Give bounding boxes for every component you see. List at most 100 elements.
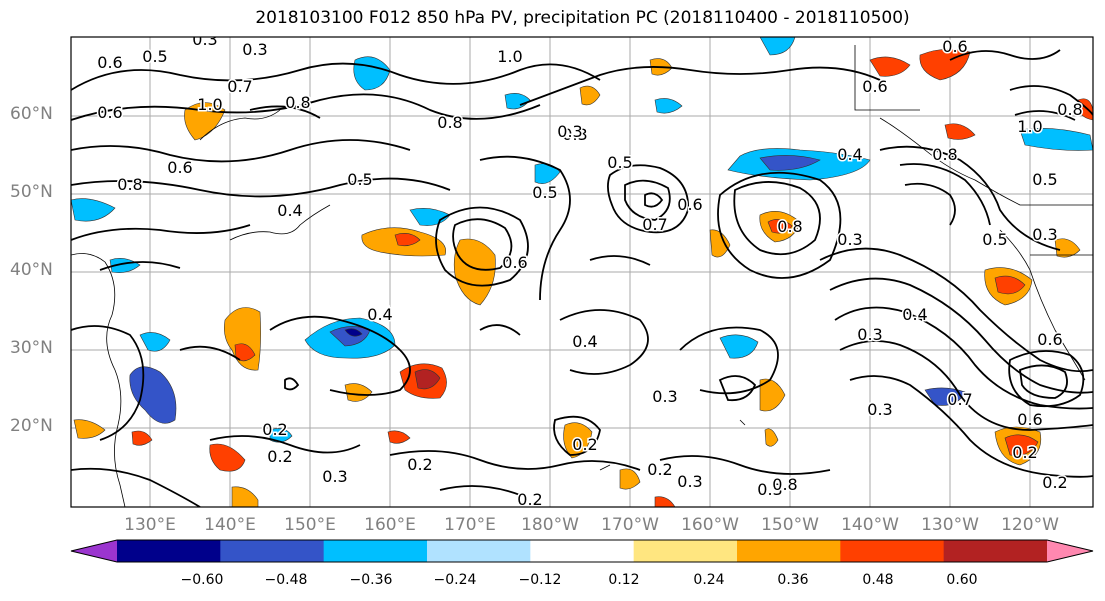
contour-label: 0.6 bbox=[862, 77, 887, 96]
contour-label: 0.8 bbox=[437, 113, 462, 132]
contour-label: 0.4 bbox=[367, 305, 392, 324]
patch-pos bbox=[414, 369, 441, 390]
patch-pos bbox=[73, 419, 106, 439]
patch-pos bbox=[944, 123, 976, 140]
patch-neg bbox=[71, 198, 116, 222]
colorbar-segment bbox=[943, 540, 1048, 562]
contour-label: 0.2 bbox=[1042, 473, 1067, 492]
patch-pos bbox=[759, 378, 786, 412]
contour-label: 0.6 bbox=[1017, 410, 1042, 429]
lat-label: 30°N bbox=[10, 338, 53, 358]
contour-label: 0.3 bbox=[652, 387, 677, 406]
contour-labels: 0.3 0.5 0.3 0.6 0.7 0.8 1.0 0.6 0.8 0.8 0.5 0.6 1.0 0… bbox=[96, 37, 1084, 507]
contour-label: 0.4 bbox=[902, 305, 927, 324]
colorbar-tick-label: 0.24 bbox=[693, 572, 725, 588]
lon-label: 150°E bbox=[284, 515, 336, 535]
lat-label: 20°N bbox=[10, 416, 53, 436]
contour-label: 0.6 bbox=[97, 53, 122, 72]
lon-label: 170°W bbox=[601, 515, 659, 535]
colorbar-segment bbox=[427, 540, 531, 562]
lon-label: 150°W bbox=[761, 515, 819, 535]
contour-label: 0.5 bbox=[607, 153, 632, 172]
contour-label: 0.7 bbox=[947, 390, 972, 409]
colorbar-tick-label: −0.12 bbox=[518, 572, 562, 588]
patch-pos bbox=[344, 383, 373, 402]
contour-label: 0.8 bbox=[772, 475, 797, 494]
contour-label: 0.2 bbox=[407, 455, 432, 474]
colorbar-tick-label: −0.60 bbox=[180, 572, 224, 588]
patch-neg bbox=[759, 155, 821, 171]
colorbar-tick-label: −0.24 bbox=[433, 572, 477, 588]
colorbar-extend-high bbox=[1047, 540, 1093, 562]
contour-label: 0.8 bbox=[1057, 100, 1082, 119]
pv-contours bbox=[71, 49, 1093, 507]
contour-label: 0.2 bbox=[647, 460, 672, 479]
patch-pos bbox=[619, 468, 641, 490]
precip-patches bbox=[71, 37, 1093, 507]
contour-label: 1.0 bbox=[197, 95, 222, 114]
contour-label: 1.0 bbox=[497, 47, 522, 66]
patch-pos bbox=[131, 430, 153, 446]
contour-label: 0.8 bbox=[117, 175, 142, 194]
patch-neg bbox=[654, 98, 683, 114]
patch-neg bbox=[719, 334, 759, 359]
contour-label: 0.2 bbox=[572, 435, 597, 454]
contour-label: 0.3 bbox=[1032, 225, 1057, 244]
lon-label: 170°E bbox=[444, 515, 496, 535]
map-frame bbox=[70, 36, 1094, 508]
patch-pos bbox=[767, 218, 793, 234]
lon-label: 120°W bbox=[1001, 515, 1059, 535]
colorbar-tick-label: 0.12 bbox=[608, 572, 640, 588]
patch-neg bbox=[924, 387, 966, 406]
contour-label: 0.3 bbox=[562, 125, 587, 144]
contour-label: 0.3 bbox=[837, 230, 862, 249]
contour-label: 0.6 bbox=[942, 37, 967, 56]
contour-label: 0.6 bbox=[677, 195, 702, 214]
contour-label: 0.4 bbox=[837, 145, 862, 164]
lat-label: 40°N bbox=[10, 260, 53, 280]
colorbar-segment bbox=[737, 540, 841, 562]
lat-label: 50°N bbox=[10, 182, 53, 202]
lon-label: 160°W bbox=[681, 515, 739, 535]
contour-label: 0.6 bbox=[97, 103, 122, 122]
patch-pos bbox=[563, 422, 593, 459]
contour-label: 1.0 bbox=[1017, 117, 1042, 136]
contour-label: 0.8 bbox=[777, 217, 802, 236]
colorbar-segment bbox=[530, 540, 635, 562]
contour-label: 0.4 bbox=[277, 201, 302, 220]
gridlines bbox=[71, 37, 1093, 507]
colorbar-segment bbox=[323, 540, 428, 562]
colorbar-extend-low bbox=[71, 540, 117, 562]
contour-label: 0.3 bbox=[677, 472, 702, 491]
lon-label: 130°W bbox=[921, 515, 979, 535]
patch-pos bbox=[1004, 434, 1039, 456]
contour-label: 0.5 bbox=[1032, 170, 1057, 189]
chart-title: 2018103100 F012 850 hPa PV, precipitatio… bbox=[255, 8, 910, 28]
contour-label: 0.7 bbox=[642, 215, 667, 234]
colorbar-tick-label: 0.36 bbox=[777, 572, 809, 588]
colorbar-segment bbox=[840, 540, 945, 562]
contour-label: 0.2 bbox=[267, 447, 292, 466]
contour-label: 0.5 bbox=[532, 183, 557, 202]
coastlines bbox=[71, 45, 1093, 507]
patch-pos bbox=[994, 275, 1026, 295]
patch-neg bbox=[344, 328, 363, 337]
contour-label: 0.3 bbox=[557, 122, 582, 141]
patch-pos bbox=[394, 233, 421, 247]
contour-label: 0.3 bbox=[867, 400, 892, 419]
colorbar-segment bbox=[117, 540, 221, 562]
colorbar-outline bbox=[70, 539, 1094, 563]
contour-label: 0.3 bbox=[322, 467, 347, 486]
patch-pos bbox=[1054, 238, 1081, 258]
contour-label: 0.5 bbox=[142, 47, 167, 66]
patch-pos bbox=[231, 486, 259, 507]
lon-label: 160°E bbox=[364, 515, 416, 535]
patch-pos bbox=[654, 496, 676, 507]
patch-pos bbox=[209, 443, 246, 472]
colorbar-segment bbox=[633, 540, 738, 562]
colorbar bbox=[70, 539, 1094, 563]
lon-label: 140°W bbox=[841, 515, 899, 535]
lon-label: 140°E bbox=[204, 515, 256, 535]
contour-label: 0.6 bbox=[502, 253, 527, 272]
